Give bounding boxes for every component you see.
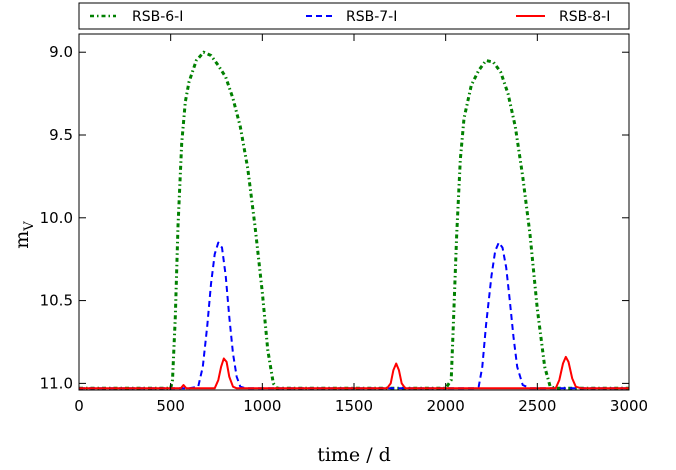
- plot-frame: [78, 33, 630, 391]
- y-tick-label: 11.0: [40, 374, 73, 392]
- x-tick-label: 3000: [610, 397, 648, 415]
- y-axis-label-group: mV: [11, 221, 37, 249]
- y-axis-label-main: m: [11, 231, 33, 249]
- x-tick-label: 2000: [427, 397, 465, 415]
- y-tick-label: 9.5: [49, 126, 73, 144]
- y-tick-label: 10.0: [40, 209, 73, 227]
- y-axis-label: mV: [11, 221, 37, 249]
- series-layer: [79, 50, 629, 390]
- series-line-rsb-6-i: [79, 50, 629, 390]
- y-tick-label: 10.5: [40, 292, 73, 310]
- x-tick-label: 500: [156, 397, 185, 415]
- series-line-rsb-8-i: [79, 355, 629, 390]
- series-line-rsb-7-i: [79, 241, 629, 390]
- x-tick-label: 1000: [243, 397, 281, 415]
- legend-label-rsb-6-i: RSB-6-I: [132, 9, 183, 25]
- y-axis-label-subscript: V: [22, 221, 37, 232]
- x-tick-label: 2500: [518, 397, 556, 415]
- tick-layer: 0 500 1000 1500 2000 2500 3000 9.0 9.5 10.0 10.5 11…: [40, 34, 648, 415]
- legend: RSB-6-I RSB-7-I RSB-8-I: [78, 2, 630, 30]
- x-tick-label: 0: [74, 397, 84, 415]
- y-tick-label: 9.0: [49, 43, 73, 61]
- legend-label-rsb-7-i: RSB-7-I: [346, 9, 397, 25]
- x-tick-label: 1500: [335, 397, 373, 415]
- legend-label-rsb-8-i: RSB-8-I: [559, 9, 610, 25]
- x-axis-label: time / d: [317, 444, 391, 466]
